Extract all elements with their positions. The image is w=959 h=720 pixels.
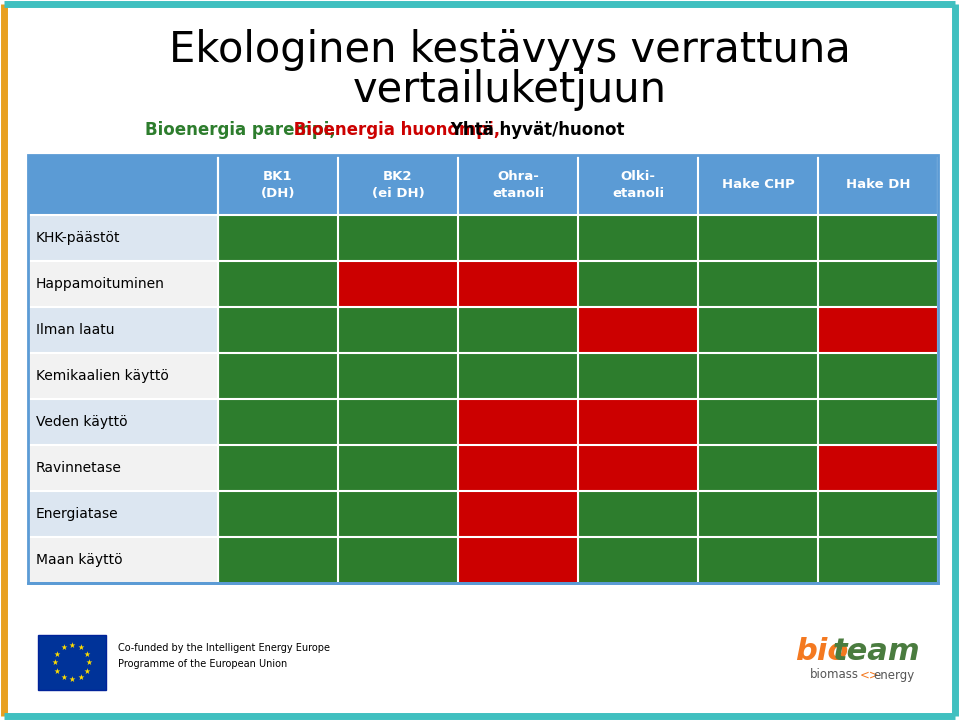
Text: KHK-päästöt: KHK-päästöt — [36, 231, 121, 245]
Bar — [28, 215, 218, 261]
Bar — [218, 491, 338, 537]
Text: Kemikaalien käyttö: Kemikaalien käyttö — [36, 369, 169, 383]
Text: Happamoituminen: Happamoituminen — [36, 277, 165, 291]
Bar — [818, 307, 938, 353]
Bar — [338, 307, 458, 353]
Bar — [578, 491, 698, 537]
Bar — [458, 261, 578, 307]
Bar — [698, 261, 818, 307]
Text: Veden käyttö: Veden käyttö — [36, 415, 128, 429]
Bar — [818, 537, 938, 583]
Bar — [578, 353, 698, 399]
Text: BK1
(DH): BK1 (DH) — [261, 170, 295, 200]
Text: ★: ★ — [68, 675, 76, 684]
Bar — [698, 537, 818, 583]
Text: Ravinnetase: Ravinnetase — [36, 461, 122, 475]
Text: Programme of the European Union: Programme of the European Union — [118, 659, 288, 669]
Text: Ilman laatu: Ilman laatu — [36, 323, 114, 337]
Bar — [28, 307, 218, 353]
Bar — [458, 399, 578, 445]
Bar — [218, 399, 338, 445]
Text: ★: ★ — [77, 643, 84, 652]
Bar — [818, 215, 938, 261]
Bar — [578, 445, 698, 491]
Bar — [458, 445, 578, 491]
Bar — [28, 155, 938, 215]
Bar — [818, 399, 938, 445]
Bar — [28, 155, 938, 583]
Text: Ekologinen kestävyys verrattuna: Ekologinen kestävyys verrattuna — [169, 29, 851, 71]
Text: ★: ★ — [83, 667, 90, 675]
Text: ★: ★ — [83, 649, 90, 659]
Text: ★: ★ — [54, 649, 60, 659]
Text: ★: ★ — [52, 658, 58, 667]
Text: Bioenergia parempi,: Bioenergia parempi, — [145, 121, 336, 139]
Bar — [818, 445, 938, 491]
Text: team: team — [833, 637, 921, 667]
Bar — [818, 261, 938, 307]
Bar — [338, 353, 458, 399]
Text: Bioenergia huonompi,: Bioenergia huonompi, — [288, 121, 500, 139]
Bar — [458, 307, 578, 353]
Text: Hake CHP: Hake CHP — [721, 179, 794, 192]
Bar — [338, 445, 458, 491]
Text: Energiatase: Energiatase — [36, 507, 119, 521]
Bar — [698, 307, 818, 353]
Text: Olki-
etanoli: Olki- etanoli — [612, 170, 664, 200]
Bar — [458, 353, 578, 399]
Text: ★: ★ — [77, 672, 84, 682]
Bar — [458, 215, 578, 261]
Bar — [28, 353, 218, 399]
Bar — [218, 353, 338, 399]
Bar — [458, 537, 578, 583]
Text: ★: ★ — [68, 641, 76, 650]
Bar — [218, 261, 338, 307]
Text: ★: ★ — [85, 658, 92, 667]
Bar — [28, 537, 218, 583]
Text: BK2
(ei DH): BK2 (ei DH) — [372, 170, 425, 200]
Text: Hake DH: Hake DH — [846, 179, 910, 192]
Bar — [38, 635, 106, 690]
Bar — [218, 445, 338, 491]
Bar — [338, 261, 458, 307]
Text: Yhtä hyvät/huonot: Yhtä hyvät/huonot — [445, 121, 624, 139]
Bar — [458, 491, 578, 537]
Bar — [28, 491, 218, 537]
Bar — [338, 537, 458, 583]
Bar — [218, 215, 338, 261]
Bar — [28, 261, 218, 307]
Bar — [338, 215, 458, 261]
Bar — [578, 537, 698, 583]
Bar — [578, 307, 698, 353]
Text: vertailuketjuun: vertailuketjuun — [353, 69, 667, 111]
Bar — [698, 353, 818, 399]
Text: ★: ★ — [54, 667, 60, 675]
Text: biomass: biomass — [810, 668, 859, 682]
Bar — [28, 445, 218, 491]
Bar — [578, 399, 698, 445]
Bar — [578, 215, 698, 261]
Bar — [698, 215, 818, 261]
Text: Maan käyttö: Maan käyttö — [36, 553, 123, 567]
Bar — [818, 491, 938, 537]
Bar — [218, 537, 338, 583]
Text: ★: ★ — [60, 672, 67, 682]
Bar — [698, 399, 818, 445]
Text: bio: bio — [795, 637, 849, 667]
Bar — [28, 399, 218, 445]
Text: Co-funded by the Intelligent Energy Europe: Co-funded by the Intelligent Energy Euro… — [118, 643, 330, 653]
Bar — [818, 353, 938, 399]
Bar — [338, 491, 458, 537]
Text: Ohra-
etanoli: Ohra- etanoli — [492, 170, 544, 200]
Bar — [338, 399, 458, 445]
Bar — [578, 261, 698, 307]
Bar — [218, 307, 338, 353]
Text: energy: energy — [873, 668, 914, 682]
Bar — [698, 445, 818, 491]
Bar — [698, 491, 818, 537]
Text: <>: <> — [860, 668, 879, 682]
Text: ★: ★ — [60, 643, 67, 652]
